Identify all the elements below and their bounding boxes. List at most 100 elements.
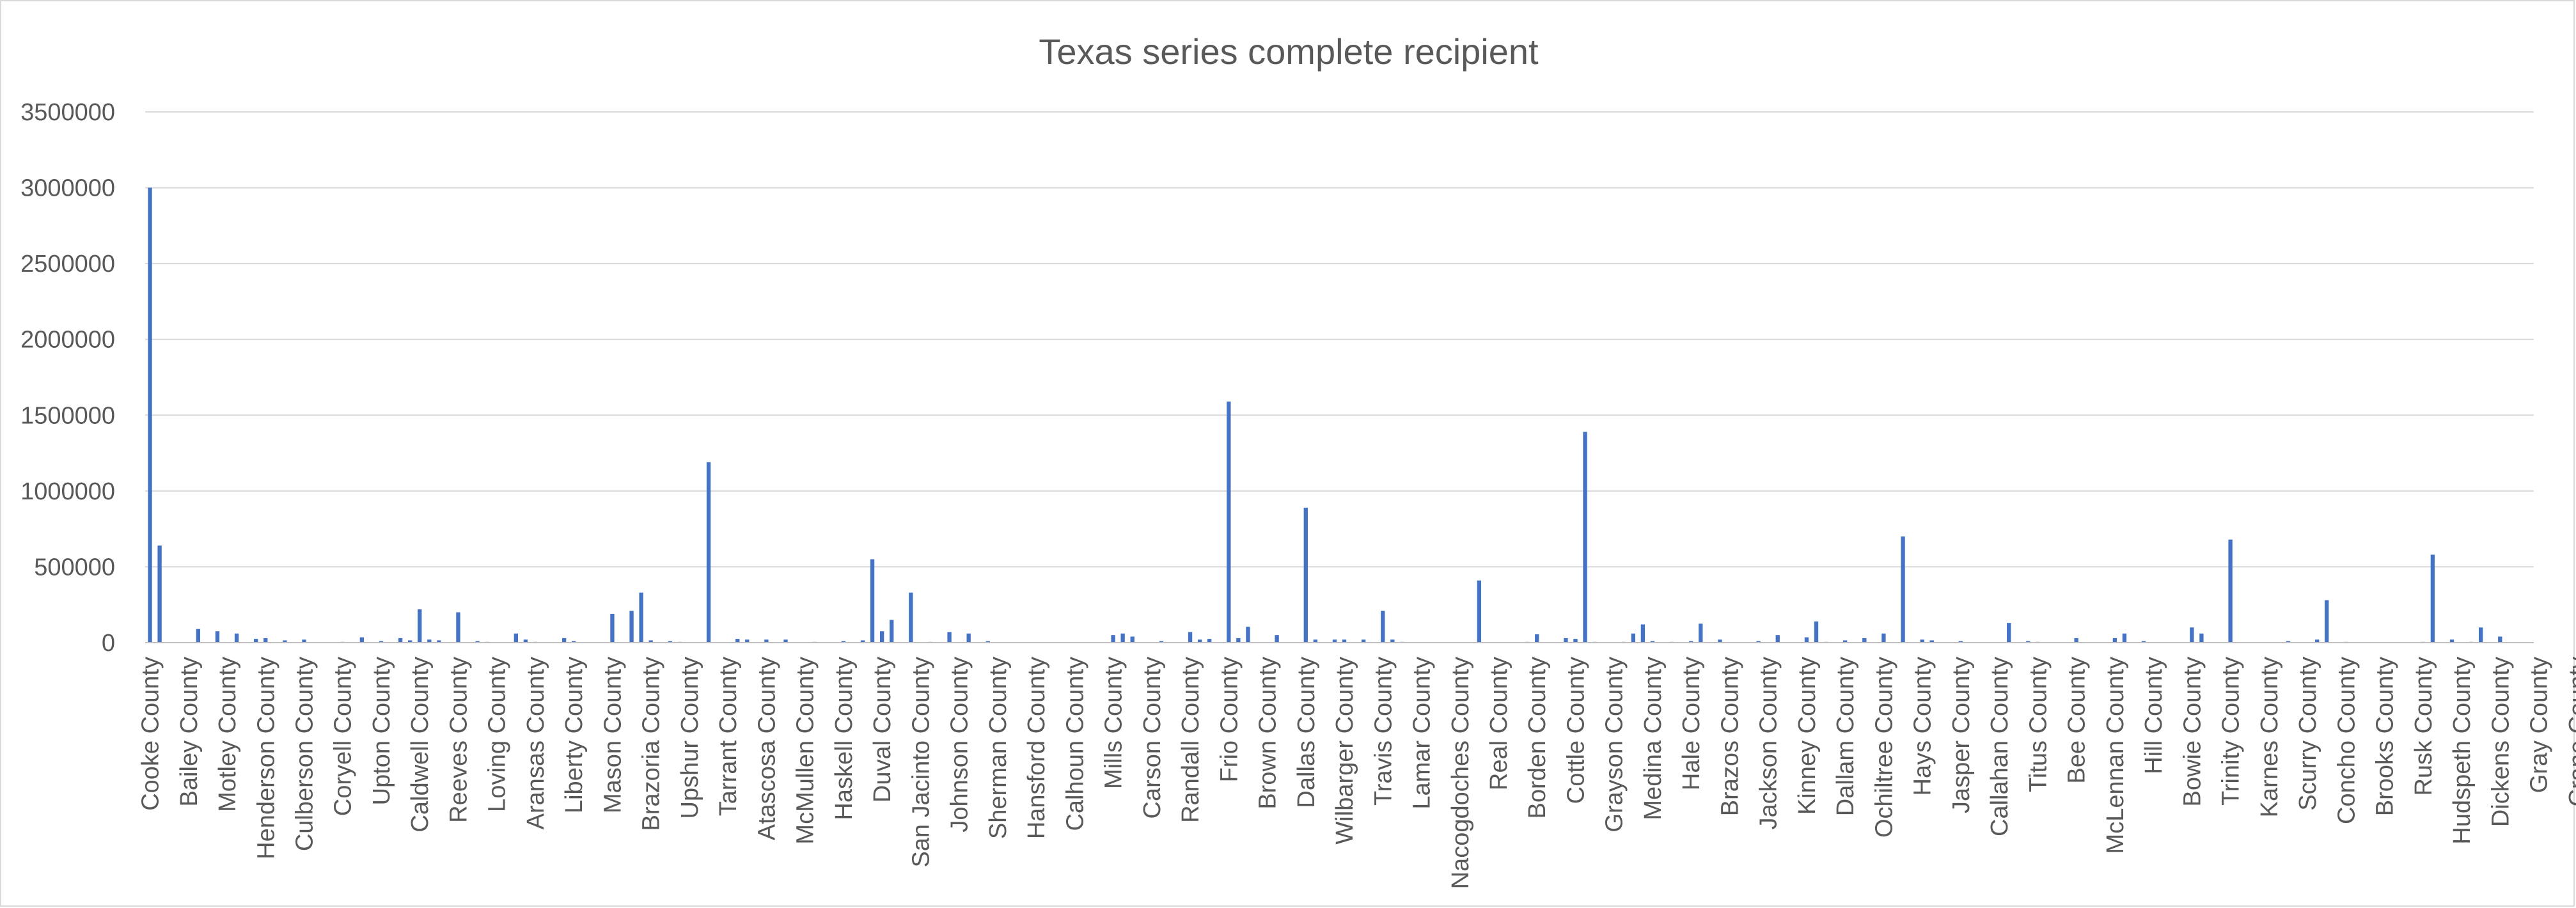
x-tick-label: Nacogdoches County [1447, 657, 1474, 889]
bar [1159, 641, 1164, 643]
bar [2314, 639, 2320, 643]
bar [562, 638, 567, 643]
y-tick-label: 3500000 [20, 99, 115, 126]
bar [2141, 641, 2146, 643]
bar [283, 640, 287, 643]
bar [1313, 639, 1318, 643]
bar [302, 639, 306, 643]
x-tick-label: McMullen County [792, 657, 819, 845]
x-tick-label: Real County [1486, 657, 1512, 790]
bar [215, 631, 220, 643]
bar [359, 637, 365, 643]
bar [1583, 432, 1587, 643]
bar [1689, 641, 1693, 643]
x-tick-label: Randall County [1177, 657, 1204, 823]
bar [418, 609, 422, 643]
bar [1958, 641, 1963, 643]
x-tick-label: Brooks County [2372, 657, 2399, 816]
bar [1120, 633, 1125, 643]
x-tick-label: Caldwell County [407, 657, 434, 833]
bar [2007, 623, 2011, 643]
bar [254, 639, 258, 643]
bar [1236, 638, 1241, 643]
bar [648, 640, 653, 643]
gridlines [145, 111, 2534, 568]
x-tick-label: Medina County [1640, 657, 1667, 820]
bar [1130, 636, 1135, 643]
bar [1881, 633, 1886, 643]
bar [735, 639, 740, 643]
bar [2026, 641, 2030, 643]
bar [263, 638, 268, 643]
x-tick-label: Rusk County [2410, 657, 2437, 796]
bar [629, 611, 634, 643]
x-tick-label: Cottle County [1562, 657, 1589, 804]
x-tick-label: Calhoun County [1062, 657, 1088, 831]
bar [437, 640, 441, 643]
bar [1804, 637, 1809, 643]
bar [1390, 639, 1395, 643]
bar [475, 641, 480, 643]
x-tick-label: Jasper County [1948, 657, 1975, 813]
y-tick-label: 1500000 [20, 402, 115, 429]
bar [2449, 639, 2454, 643]
bar [2498, 636, 2502, 643]
bar [1111, 635, 1115, 643]
bar [2325, 600, 2329, 643]
bar [909, 592, 913, 643]
bar [639, 592, 643, 643]
bar [1361, 639, 1366, 643]
x-tick-label: Brazoria County [638, 657, 665, 831]
bar [523, 639, 528, 643]
x-tick-label: Karnes County [2256, 657, 2283, 817]
bar [1775, 635, 1780, 643]
x-tick-label: Hill County [2140, 657, 2167, 774]
x-tick-label: Hale County [1678, 657, 1705, 790]
bar [947, 632, 952, 643]
x-tick-label: Mills County [1101, 657, 1127, 789]
y-tick-label: 2500000 [20, 251, 115, 278]
x-tick-label: Gray County [2526, 657, 2553, 793]
bar [2199, 633, 2204, 643]
bar [1564, 638, 1568, 643]
bar [427, 639, 432, 643]
y-tick-label: 500000 [34, 554, 115, 581]
bar [870, 559, 875, 643]
bar [783, 639, 788, 643]
bar [1920, 639, 1924, 643]
bar [2112, 638, 2117, 643]
bar [1650, 641, 1655, 643]
bar [2430, 554, 2435, 643]
bar [1332, 639, 1337, 643]
bar [1227, 401, 1231, 643]
x-tick-label: Trinity County [2218, 657, 2245, 806]
x-tick-label: Tarrant County [715, 657, 742, 816]
bar [706, 462, 711, 643]
x-tick-label: Dallas County [1293, 657, 1320, 808]
x-tick-label: Crane County [2564, 657, 2576, 806]
x-tick-label: Frio County [1216, 657, 1243, 782]
x-tick-label: Scurry County [2295, 657, 2321, 811]
bar [572, 641, 576, 643]
x-tick-label: Concho County [2333, 657, 2360, 824]
x-tick-label: Atascosa County [753, 657, 780, 840]
bar [745, 639, 750, 643]
bar [1188, 632, 1193, 643]
x-tick-label: Upton County [368, 657, 395, 805]
bar [1640, 624, 1645, 643]
bar [1718, 639, 1722, 643]
bar [1246, 627, 1250, 643]
bar [234, 633, 239, 643]
bar [1303, 507, 1308, 643]
bar [890, 620, 894, 643]
x-tick-label: Hays County [1910, 657, 1936, 796]
bar [408, 640, 412, 643]
x-tick-label: Cooke County [137, 657, 164, 811]
bar [157, 545, 162, 643]
x-tick-label: Callahan County [1986, 657, 2013, 836]
x-tick-label: Loving County [484, 657, 511, 812]
bar [398, 638, 403, 643]
x-tick-label: Ochiltree County [1871, 657, 1897, 838]
x-tick-label: Kinney County [1794, 657, 1821, 815]
